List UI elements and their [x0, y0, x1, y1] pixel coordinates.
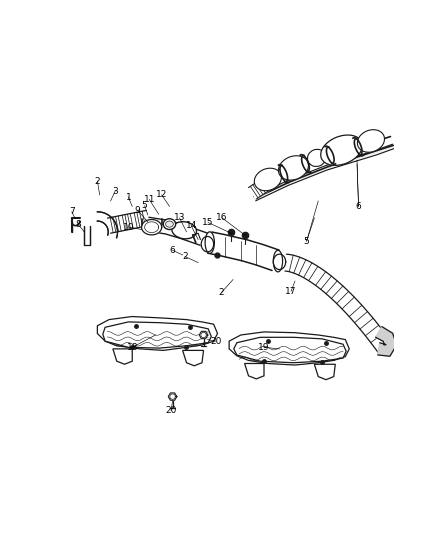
Polygon shape — [97, 212, 117, 238]
Text: 19: 19 — [258, 343, 270, 352]
Ellipse shape — [321, 135, 362, 165]
Ellipse shape — [254, 168, 282, 191]
Polygon shape — [97, 317, 218, 350]
Polygon shape — [113, 349, 132, 364]
Polygon shape — [168, 393, 177, 400]
Polygon shape — [199, 332, 208, 338]
Polygon shape — [273, 254, 286, 270]
Text: 2: 2 — [219, 288, 224, 297]
Ellipse shape — [307, 149, 326, 166]
Text: 5: 5 — [142, 201, 148, 210]
Polygon shape — [183, 350, 204, 366]
Text: 6: 6 — [356, 202, 361, 211]
Polygon shape — [234, 337, 346, 363]
Text: 12: 12 — [156, 190, 167, 199]
Ellipse shape — [166, 221, 173, 227]
Text: 20: 20 — [210, 337, 222, 346]
Text: 13: 13 — [174, 213, 185, 222]
Text: 6: 6 — [170, 246, 176, 255]
Text: 3: 3 — [112, 187, 118, 196]
Polygon shape — [141, 220, 162, 235]
Polygon shape — [285, 254, 392, 352]
Text: 7: 7 — [69, 207, 74, 216]
Ellipse shape — [357, 130, 385, 152]
Text: 14: 14 — [185, 221, 197, 230]
Text: 11: 11 — [144, 195, 155, 204]
Ellipse shape — [163, 219, 176, 230]
Text: 9: 9 — [135, 206, 141, 215]
Polygon shape — [103, 322, 211, 348]
Polygon shape — [248, 180, 268, 199]
Text: 20: 20 — [165, 406, 177, 415]
Polygon shape — [147, 217, 216, 249]
Text: 8: 8 — [75, 220, 81, 229]
Ellipse shape — [205, 232, 214, 253]
Polygon shape — [107, 211, 149, 233]
Polygon shape — [208, 232, 279, 270]
Text: 15: 15 — [202, 218, 214, 227]
Polygon shape — [253, 136, 393, 198]
Text: 2: 2 — [182, 252, 188, 261]
Text: 1: 1 — [126, 192, 131, 201]
Text: 10: 10 — [124, 223, 135, 232]
Ellipse shape — [172, 222, 197, 239]
Text: 2: 2 — [95, 176, 100, 185]
Ellipse shape — [279, 156, 308, 180]
Text: 5: 5 — [304, 237, 310, 246]
Polygon shape — [229, 332, 349, 365]
Polygon shape — [254, 144, 394, 201]
Polygon shape — [84, 225, 90, 245]
Polygon shape — [314, 364, 336, 379]
Ellipse shape — [273, 251, 283, 272]
Text: 17: 17 — [286, 287, 297, 296]
Polygon shape — [375, 327, 396, 356]
Text: 16: 16 — [216, 213, 228, 222]
Polygon shape — [201, 237, 214, 252]
Text: 18: 18 — [127, 343, 138, 352]
Polygon shape — [245, 364, 264, 379]
